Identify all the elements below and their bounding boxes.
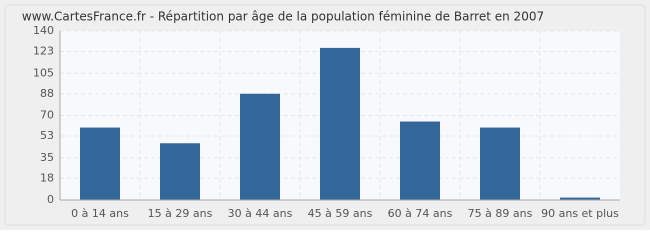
y-tick-label: 18 [40,171,54,184]
y-tick-label: 123 [33,45,54,58]
bar [480,127,520,200]
x-tick-label: 0 à 14 ans [71,207,129,220]
chart-title: www.CartesFrance.fr - Répartition par âg… [22,10,544,24]
x-tick-label: 90 ans et plus [541,207,619,220]
page: www.CartesFrance.fr - Répartition par âg… [0,0,650,230]
chart: www.CartesFrance.fr - Répartition par âg… [0,0,650,230]
bar [400,121,440,200]
x-tick-label: 30 à 44 ans [228,207,293,220]
y-tick-label: 53 [40,129,54,142]
y-tick-label: 105 [33,66,54,79]
x-tick-label: 60 à 74 ans [388,207,453,220]
bar [80,127,120,200]
x-tick-label: 75 à 89 ans [468,207,533,220]
y-tick-label: 70 [40,109,54,122]
y-tick-label: 140 [33,24,54,37]
bar [240,93,280,200]
y-tick-label: 88 [40,87,54,100]
bar [560,197,600,200]
bar [160,143,200,200]
y-tick-label: 35 [40,151,54,164]
bar [320,47,360,201]
y-tick-label: 0 [47,193,54,206]
x-tick-label: 45 à 59 ans [308,207,373,220]
x-tick-label: 15 à 29 ans [148,207,213,220]
